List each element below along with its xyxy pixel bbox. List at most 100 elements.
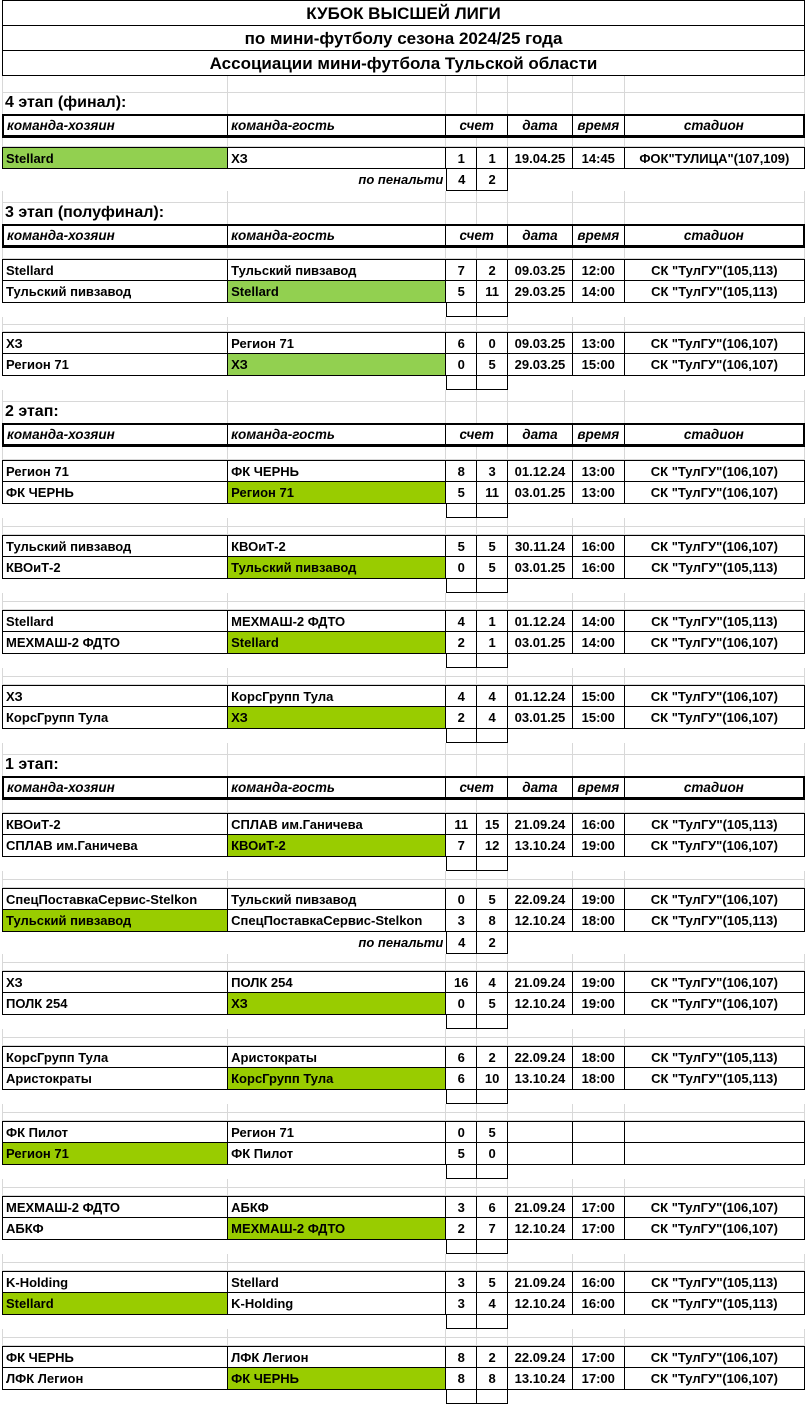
penalty-row: по пенальти 4 2	[2, 169, 805, 191]
grid-gap-row	[2, 390, 806, 402]
host-team-cell: ПОЛК 254	[2, 993, 229, 1015]
stage-label: 1 этап:	[2, 755, 229, 776]
match-row: Тульский пивзавод СпецПоставкаСервис-Ste…	[2, 910, 805, 932]
stadium-cell: СК "ТулГУ"(106,107)	[624, 971, 805, 993]
date-cell: 01.12.24	[508, 460, 573, 482]
stage-3-label-row: 3 этап (полуфинал):	[2, 203, 806, 224]
score-boxes-row	[2, 1165, 805, 1179]
guest-team-cell: МЕХМАШ-2 ФДТО	[228, 1218, 447, 1240]
score-home-cell: 8	[446, 1346, 478, 1368]
score-away-cell: 6	[477, 1196, 509, 1218]
stadium-cell: СК "ТулГУ"(105,113)	[624, 259, 805, 281]
score-boxes-row	[2, 857, 805, 871]
column-header-host: команда-хозяин	[2, 226, 229, 245]
score-away-cell: 5	[477, 557, 509, 579]
grid-gap-row	[2, 1179, 806, 1188]
grid-gap-row	[2, 1329, 806, 1338]
grid-gap-row	[2, 518, 806, 527]
stadium-cell: СК "ТулГУ"(106,107)	[624, 707, 805, 729]
stadium-cell: СК "ТулГУ"(106,107)	[624, 888, 805, 910]
score-away-cell: 5	[477, 1271, 509, 1293]
guest-team-cell: Регион 71	[228, 1121, 447, 1143]
stadium-cell: СК "ТулГУ"(106,107)	[624, 332, 805, 354]
score-boxes-row	[2, 579, 805, 593]
score-away-cell: 11	[477, 482, 509, 504]
guest-team-cell: Аристократы	[228, 1046, 447, 1068]
stadium-cell: СК "ТулГУ"(106,107)	[624, 482, 805, 504]
host-team-cell: Stellard	[2, 147, 229, 169]
date-cell: 21.09.24	[508, 1196, 573, 1218]
column-header-score: счет	[446, 778, 509, 797]
guest-team-cell: Регион 71	[228, 482, 447, 504]
page-title: КУБОК ВЫСШЕЙ ЛИГИ	[306, 3, 501, 23]
title-row-2: по мини-футболу сезона 2024/25 года	[2, 25, 805, 51]
column-header-time: время	[573, 226, 625, 245]
time-cell: 17:00	[572, 1196, 625, 1218]
grid-gap-row	[2, 880, 806, 888]
score-home-cell: 2	[446, 632, 478, 654]
host-team-cell: Аристократы	[2, 1068, 229, 1090]
date-cell: 09.03.25	[508, 332, 573, 354]
match-row: Stellard Тульский пивзавод 7 2 09.03.25 …	[2, 259, 805, 281]
column-header-date: дата	[508, 778, 573, 797]
time-cell: 14:00	[572, 632, 625, 654]
grid-gap-row	[2, 1263, 806, 1271]
guest-team-cell: Тульский пивзавод	[228, 557, 447, 579]
match-row: ХЗ Регион 71 6 0 09.03.25 13:00 СК "ТулГ…	[2, 332, 805, 354]
guest-team-cell: K-Holding	[228, 1293, 447, 1315]
score-boxes-row	[2, 303, 805, 317]
match-row: K-Holding Stellard 3 5 21.09.24 16:00 СК…	[2, 1271, 805, 1293]
time-cell: 12:00	[572, 259, 625, 281]
stage-label: 4 этап (финал):	[2, 93, 229, 114]
match-row: ФК ЧЕРНЬ Регион 71 5 11 03.01.25 13:00 С…	[2, 482, 805, 504]
stadium-cell: СК "ТулГУ"(106,107)	[624, 835, 805, 857]
date-cell: 13.10.24	[508, 1368, 573, 1390]
match-row: МЕХМАШ-2 ФДТО АБКФ 3 6 21.09.24 17:00 СК…	[2, 1196, 805, 1218]
score-away-cell: 5	[477, 354, 509, 376]
host-team-cell: ХЗ	[2, 685, 229, 707]
score-away-cell: 1	[477, 610, 509, 632]
date-cell: 29.03.25	[508, 281, 573, 303]
match-row: КорсГрупп Тула Аристократы 6 2 22.09.24 …	[2, 1046, 805, 1068]
score-away-cell: 4	[477, 707, 509, 729]
host-team-cell: K-Holding	[2, 1271, 229, 1293]
date-cell: 22.09.24	[508, 1046, 573, 1068]
score-boxes-row	[2, 729, 805, 743]
stadium-cell: СК "ТулГУ"(105,113)	[624, 1293, 805, 1315]
time-cell: 18:00	[572, 910, 625, 932]
column-header-score: счет	[446, 425, 509, 444]
score-away-cell: 5	[477, 888, 509, 910]
date-cell: 12.10.24	[508, 993, 573, 1015]
score-away-cell: 1	[477, 632, 509, 654]
date-cell: 12.10.24	[508, 1293, 573, 1315]
score-home-cell: 2	[446, 707, 478, 729]
grid-gap-row	[2, 954, 806, 963]
match-row: Аристократы КорсГрупп Тула 6 10 13.10.24…	[2, 1068, 805, 1090]
time-cell	[572, 1143, 625, 1165]
match-row: ХЗ ПОЛК 254 16 4 21.09.24 19:00 СК "ТулГ…	[2, 971, 805, 993]
score-away-cell: 8	[477, 1368, 509, 1390]
guest-team-cell: Регион 71	[228, 332, 447, 354]
score-home-cell: 5	[446, 1143, 478, 1165]
stadium-cell: СК "ТулГУ"(106,107)	[624, 1368, 805, 1390]
column-header-guest: команда-гость	[228, 226, 447, 245]
grid-gap-row	[2, 1188, 806, 1196]
guest-team-cell: ФК ЧЕРНЬ	[228, 1368, 447, 1390]
guest-team-cell: ЛФК Легион	[228, 1346, 447, 1368]
penalty-score-away-cell: 2	[477, 169, 509, 191]
date-cell	[508, 1143, 573, 1165]
score-home-cell: 0	[446, 993, 478, 1015]
match-row: ФК Пилот Регион 71 0 5	[2, 1121, 805, 1143]
guest-team-cell: КВОиТ-2	[228, 835, 447, 857]
score-home-cell: 6	[446, 1068, 478, 1090]
host-team-cell: КВОиТ-2	[2, 813, 229, 835]
score-away-cell: 5	[477, 1121, 509, 1143]
guest-team-cell: ФК Пилот	[228, 1143, 447, 1165]
host-team-cell: МЕХМАШ-2 ФДТО	[2, 1196, 229, 1218]
date-cell: 13.10.24	[508, 1068, 573, 1090]
guest-team-cell: СпецПоставкаСервис-Stelkon	[228, 910, 447, 932]
table-header-row: команда-хозяин команда-гость счет дата в…	[2, 776, 805, 800]
time-cell: 16:00	[572, 1271, 625, 1293]
score-home-cell: 0	[446, 1121, 478, 1143]
